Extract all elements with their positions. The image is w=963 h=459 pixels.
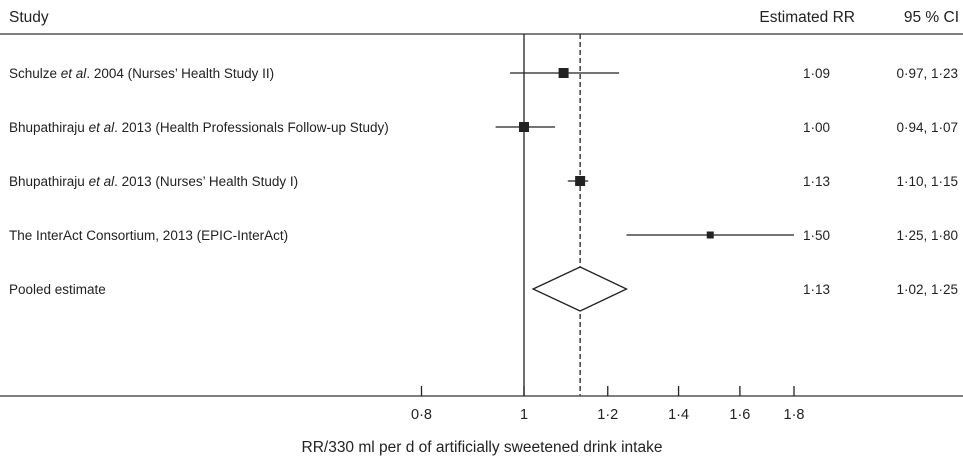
study-label-part: et al	[89, 174, 116, 189]
point-estimate-marker	[558, 68, 569, 78]
study-label-part: . 2013 (Health Professionals Follow-up S…	[114, 120, 389, 135]
ci-value: 0·97, 1·23	[896, 66, 958, 81]
point-estimate-marker	[519, 122, 529, 132]
estimated-rr-value: 1·09	[803, 66, 830, 81]
x-tick-label: 1·2	[597, 407, 618, 423]
ci-value: 1·10, 1·15	[896, 174, 958, 189]
study-label-part: Bhupathiraju	[9, 120, 89, 135]
pooled-label: Pooled estimate	[9, 282, 106, 297]
study-label-part: . 2013 (Nurses’ Health Study I)	[114, 174, 298, 189]
estimated-rr-value: 1·00	[803, 120, 830, 135]
header-study: Study	[9, 9, 49, 26]
pooled-ci-value: 1·02, 1·25	[896, 282, 958, 297]
study-row: Schulze et al. 2004 (Nurses’ Health Stud…	[9, 66, 958, 81]
point-estimate-marker	[575, 176, 586, 186]
pooled-rr-value: 1·13	[803, 282, 830, 297]
study-label: Schulze et al. 2004 (Nurses’ Health Stud…	[9, 66, 274, 81]
x-tick-label: 1·4	[668, 407, 689, 423]
study-row: Bhupathiraju et al. 2013 (Nurses’ Health…	[9, 174, 958, 189]
study-label-part: . 2004 (Nurses’ Health Study II)	[86, 66, 274, 81]
pooled-row: Pooled estimate 1·13 1·02, 1·25	[9, 266, 958, 312]
point-estimate-marker	[706, 231, 714, 239]
header-estimated-rr: Estimated RR	[759, 9, 855, 26]
study-label: Bhupathiraju et al. 2013 (Nurses’ Health…	[9, 174, 298, 189]
study-label-part: et al	[61, 66, 88, 81]
study-label-part: Bhupathiraju	[9, 174, 89, 189]
pooled-diamond	[531, 266, 629, 312]
header-95-ci: 95 % CI	[904, 9, 959, 26]
x-tick-label: 1	[520, 407, 528, 423]
ci-value: 0·94, 1·07	[896, 120, 958, 135]
x-tick-label: 1·6	[729, 407, 750, 423]
study-row: The InterAct Consortium, 2013 (EPIC-Inte…	[9, 228, 958, 243]
x-tick-label: 1·8	[784, 407, 805, 423]
study-label: Bhupathiraju et al. 2013 (Health Profess…	[9, 120, 389, 135]
x-tick-label: 0·8	[411, 407, 432, 423]
study-label-part: et al	[89, 120, 116, 135]
estimated-rr-value: 1·13	[803, 174, 830, 189]
ci-value: 1·25, 1·80	[896, 228, 958, 243]
estimated-rr-value: 1·50	[803, 228, 830, 243]
x-axis-title: RR/330 ml per d of artificially sweetene…	[302, 439, 663, 456]
study-label: The InterAct Consortium, 2013 (EPIC-Inte…	[9, 228, 288, 243]
study-label-part: Schulze	[9, 66, 61, 81]
study-label-part: The InterAct Consortium, 2013 (EPIC-Inte…	[9, 228, 288, 243]
study-row: Bhupathiraju et al. 2013 (Health Profess…	[9, 120, 958, 135]
